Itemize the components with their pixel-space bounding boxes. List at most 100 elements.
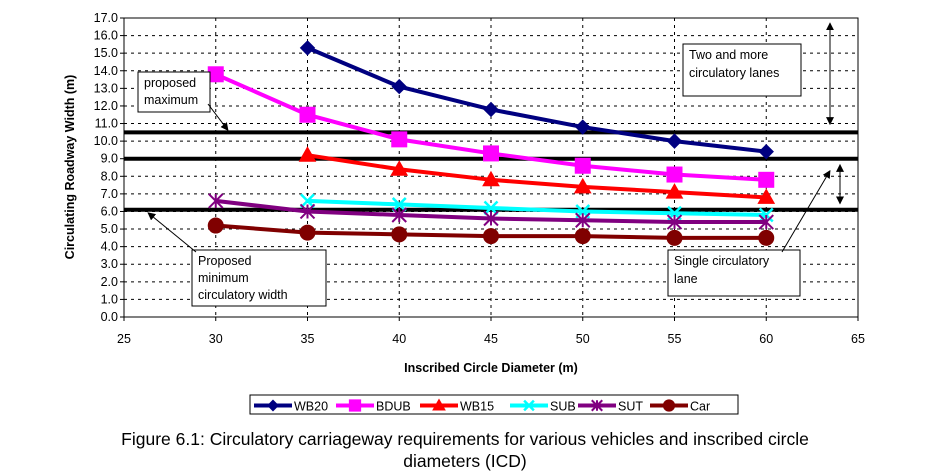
y-tick-label: 1.0 [101,292,118,306]
legend-entry-sut: SUT [578,400,643,414]
data-point [574,157,591,174]
data-point [666,166,683,183]
data-point [574,228,591,245]
data-point [573,177,592,194]
y-tick-label: 17.0 [94,11,118,25]
annotation-box [137,71,211,113]
y-tick-label: 2.0 [101,275,118,289]
y-tick-label: 16.0 [94,29,118,43]
x-tick-label: 50 [576,332,590,346]
x-tick-label: 25 [117,332,131,346]
data-point [758,214,774,230]
legend-entry-wb20: WB20 [254,400,328,414]
y-tick-label: 10.0 [94,134,118,148]
legend: WB20 BDUB WB15 SUB SUT Car [249,394,739,415]
series-line [306,46,767,154]
data-point [483,145,499,162]
y-tick-label: 4.0 [101,240,118,254]
x-tick-label: 30 [209,332,223,346]
annotations: proposed maximum Two and more circulatory l… [137,22,844,307]
data-point [483,200,499,216]
data-point [483,101,499,118]
x-tick-label: 40 [392,332,406,346]
data-point [299,40,316,56]
annotation-box [667,249,801,297]
annotation-text: Single circulatory [674,254,770,268]
x-axis-title: Inscribed Circle Diameter (m) [404,361,578,375]
data-point [208,193,224,209]
data-point [575,212,591,228]
annotation-single-lane: Single circulatory lane [667,249,801,297]
data-point [298,146,317,162]
annotation-two-more-lanes: Two and more circulatory lanes [682,43,802,97]
callout-arrow [207,103,229,131]
chart: 0.0 1.0 2.0 3.0 4.0 5.0 6.0 7.0 8.0 9.0 10.0 11.0 12… [63,11,865,415]
data-point [757,188,776,204]
callout-arrow [147,212,197,253]
legend-label: WB20 [294,400,328,414]
series-line [307,153,767,200]
legend-label: Car [690,400,710,414]
legend-label: WB15 [460,400,494,414]
annotation-box [191,249,327,307]
x-tick-labels: 25 30 35 40 45 50 55 60 65 [117,317,865,346]
y-tick-label: 12.0 [94,99,118,113]
annotation-proposed-maximum: proposed maximum [137,71,211,113]
series-wb20 [299,40,774,160]
y-tick-label: 5.0 [101,222,118,236]
annotation-text: proposed [144,76,196,90]
data-point [665,183,684,199]
x-tick-label: 60 [759,332,773,346]
data-point [299,106,316,123]
legend-label: SUT [618,400,643,414]
series-wb15 [298,146,776,204]
annotation-text: circulatory width [198,288,288,302]
legend-label: SUB [550,400,576,414]
annotation-text: lane [674,272,698,286]
y-tick-label: 11.0 [95,117,118,131]
y-tick-labels: 0.0 1.0 2.0 3.0 4.0 5.0 6.0 7.0 8.0 9.0 10.0 11.0 12… [94,11,124,324]
data-point [391,226,408,243]
data-point [299,203,316,220]
y-tick-label: 3.0 [101,257,118,271]
data-point [391,131,408,148]
annotation-box [682,43,802,97]
data-point [666,214,683,230]
data-point [299,224,316,241]
x-tick-label: 55 [668,332,682,346]
series-sut [208,193,774,230]
legend-swatch-marker [267,399,279,412]
annotation-text: minimum [198,271,249,285]
series-group [207,40,776,246]
data-point [483,210,499,227]
legend-swatch-marker [432,398,446,411]
legend-entry-bdub: BDUB [336,399,411,414]
annotation-text: Two and more [689,48,768,62]
annotation-proposed-minimum: Proposed minimum circulatory width [191,249,327,307]
data-point [207,217,224,234]
legend-box [249,394,739,415]
series-bdub [207,66,775,188]
data-point [482,170,500,187]
y-tick-label: 6.0 [101,204,118,218]
legend-label: BDUB [376,400,411,414]
data-point [575,119,591,135]
y-tick-label: 15.0 [94,46,118,60]
caption-line-1: Figure 6.1: Circulatory carriageway requ… [121,429,809,449]
y-axis-title: Circulating Roadway Width (m) [63,75,77,260]
legend-entry-wb15: WB15 [420,398,494,414]
data-point [758,229,775,246]
x-tick-label: 65 [851,332,865,346]
data-point [483,228,499,245]
y-tick-label: 0.0 [101,310,118,324]
data-point [390,160,409,176]
annotation-text: circulatory lanes [689,66,779,80]
y-tick-label: 14.0 [94,64,118,78]
legend-entry-sub: SUB [510,400,576,414]
caption-line-2: diameters (ICD) [403,451,527,471]
legend-entry-car: Car [650,399,710,414]
data-point [300,193,315,209]
data-point [666,229,683,246]
data-point [391,197,407,212]
legend-swatch-marker [662,399,676,412]
